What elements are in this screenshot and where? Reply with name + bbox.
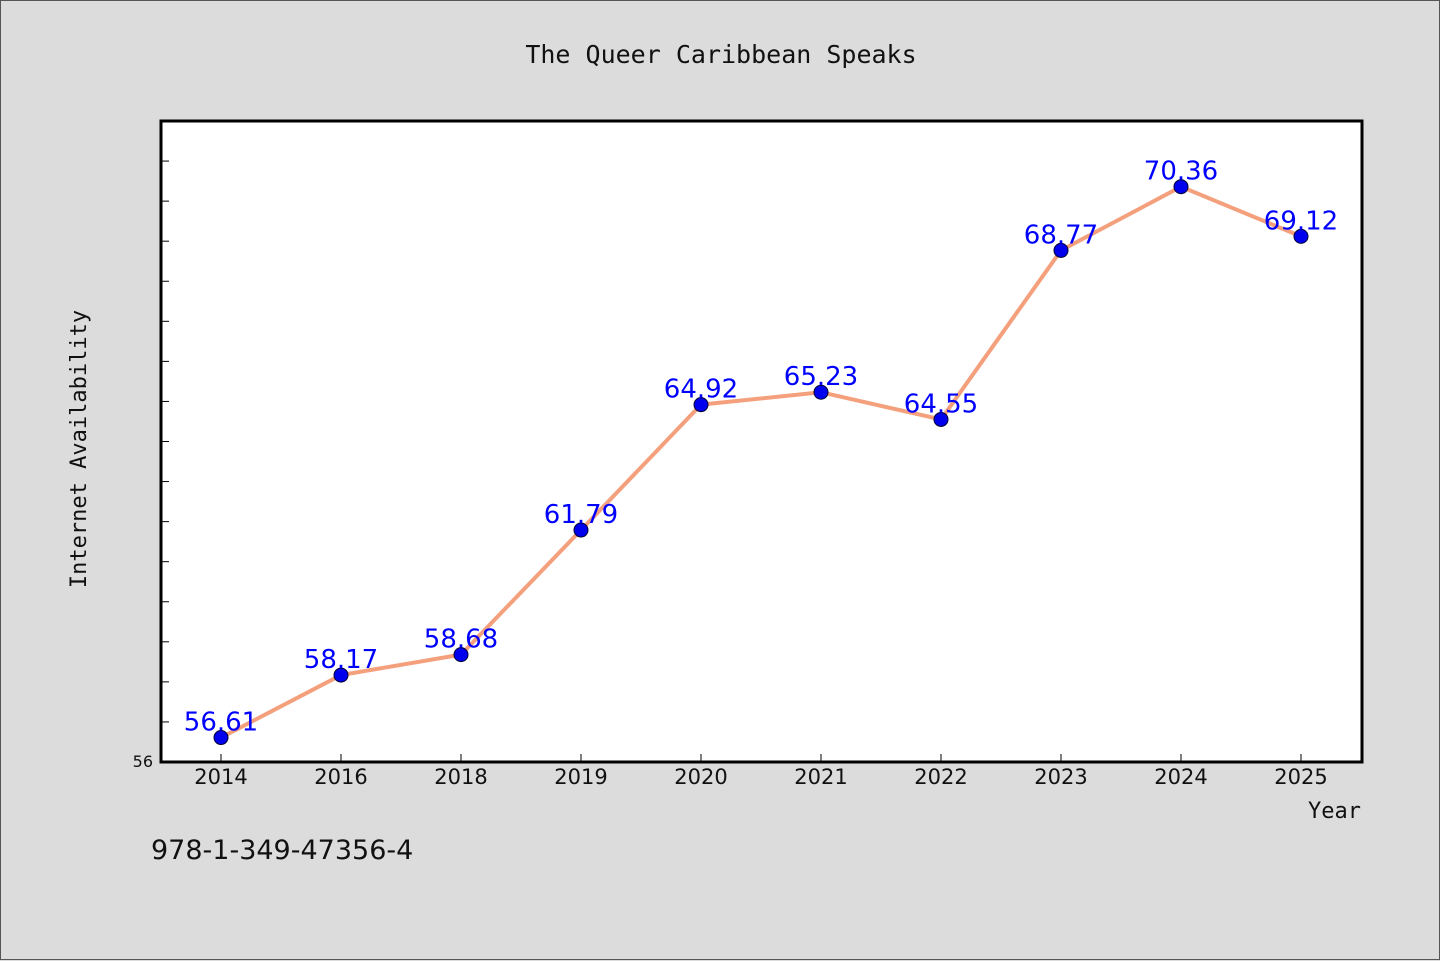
isbn-number: 978-1-349-47356-4: [151, 835, 414, 866]
x-tick-label: 2020: [674, 765, 727, 789]
x-tick-label: 2022: [914, 765, 967, 789]
x-tick-label: 2014: [194, 765, 247, 789]
data-label: 58.17: [304, 645, 378, 675]
series-line: [219, 184, 1303, 740]
data-label: 68.77: [1024, 220, 1098, 250]
x-tick-label: 2019: [554, 765, 607, 789]
y-axis-label: Internet Availability: [67, 310, 92, 588]
data-labels: 56.61 58.17 58.68 61.79 64.92 65.23 64.55 68.77…: [184, 157, 1338, 738]
chart-title: The Queer Caribbean Speaks: [525, 40, 916, 69]
data-label: 56.61: [184, 708, 258, 738]
x-axis-ticks: 2014 2016 2018 2019 2020 2021 2022 2023 2024 2025: [194, 754, 1328, 789]
data-point: [813, 384, 829, 400]
x-tick-label: 2018: [434, 765, 487, 789]
plot-border: [159, 119, 1364, 764]
data-point: [453, 647, 469, 663]
data-point: [1293, 228, 1309, 244]
data-label: 69.12: [1264, 206, 1338, 236]
x-tick-label: 2021: [794, 765, 847, 789]
data-point: [573, 522, 589, 538]
data-label: 61.79: [544, 500, 618, 530]
x-tick-label: 2025: [1274, 765, 1327, 789]
data-label: 64.55: [904, 389, 978, 419]
x-tick-label: 2016: [314, 765, 367, 789]
data-point: [693, 397, 709, 413]
plot-area: [161, 121, 1362, 762]
y-tick-label: 56: [133, 752, 153, 771]
data-label: 70.36: [1144, 157, 1218, 187]
data-label: 65.23: [784, 362, 858, 392]
data-point: [213, 730, 229, 746]
data-point: [1173, 179, 1189, 195]
x-axis-label: Year: [1308, 799, 1361, 824]
data-point: [933, 411, 949, 427]
data-label: 58.68: [424, 625, 498, 655]
data-label: 64.92: [664, 375, 738, 405]
data-point: [1053, 242, 1069, 258]
data-point: [333, 667, 349, 683]
x-tick-label: 2024: [1154, 765, 1207, 789]
x-tick-label: 2023: [1034, 765, 1087, 789]
data-markers: [213, 179, 1309, 746]
